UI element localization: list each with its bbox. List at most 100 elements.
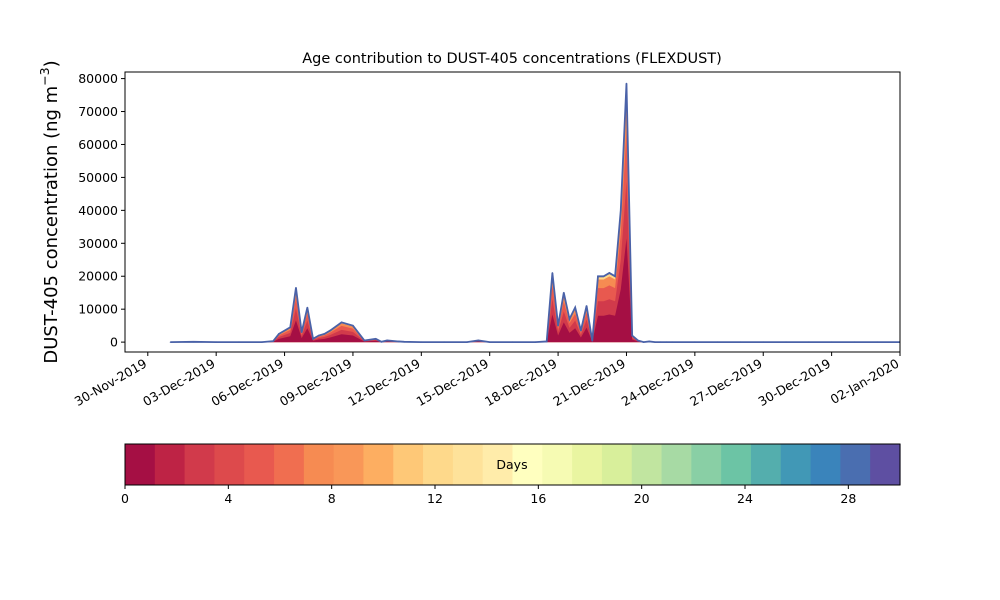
x-tick-label: 02-Jan-2020 — [828, 356, 902, 407]
data-point — [443, 341, 445, 343]
colorbar-segment — [452, 444, 484, 485]
data-point — [671, 341, 673, 343]
colorbar-segment — [542, 444, 573, 485]
data-point — [534, 341, 537, 343]
colorbar-segment — [125, 444, 156, 485]
y-tick-label: 10000 — [78, 302, 118, 317]
colorbar-label: Days — [496, 457, 527, 472]
data-point — [762, 341, 765, 343]
data-point — [568, 318, 571, 320]
data-point — [853, 341, 856, 343]
colorbar-segment — [691, 444, 722, 485]
data-point — [830, 341, 833, 343]
colorbar-tick-label: 16 — [530, 491, 546, 506]
colorbar-segment — [810, 444, 841, 485]
data-point — [694, 341, 696, 343]
age-layer-1 — [170, 87, 900, 343]
plot-frame — [124, 71, 901, 353]
data-point — [278, 333, 280, 335]
total-line — [170, 83, 900, 344]
data-point — [580, 329, 582, 332]
data-point — [574, 306, 576, 309]
data-point — [403, 340, 406, 343]
colorbar-segment — [333, 444, 365, 485]
age-layer-2 — [170, 96, 900, 343]
colorbar-tick-label: 4 — [224, 491, 232, 506]
data-point — [323, 333, 326, 335]
colorbar-segment — [750, 444, 782, 485]
colorbar-segment — [154, 444, 186, 485]
y-axis-label-main: DUST-405 concentration (ng m — [41, 86, 62, 364]
data-point — [557, 324, 559, 327]
colorbar-segment — [870, 444, 901, 485]
data-point — [340, 321, 343, 324]
colorbar-segment — [601, 444, 633, 485]
colorbar-segment — [780, 444, 812, 485]
data-point — [591, 340, 594, 342]
data-point — [215, 341, 217, 343]
data-point — [380, 340, 383, 343]
colorbar-tick-label: 8 — [328, 491, 336, 506]
data-point — [597, 275, 599, 278]
x-tick-label: 30-Nov-2019 — [72, 356, 150, 409]
data-point — [785, 341, 787, 343]
colorbar — [124, 443, 901, 486]
colorbar-frame — [124, 443, 901, 486]
age-layer-0 — [170, 83, 900, 343]
colorbar-tick-label: 20 — [634, 491, 650, 506]
colorbar-tick-label: 28 — [840, 491, 856, 506]
data-point — [306, 306, 309, 309]
data-point — [739, 341, 742, 343]
data-point — [619, 209, 622, 212]
data-point — [466, 341, 468, 343]
data-point — [562, 291, 565, 294]
data-point — [386, 339, 388, 342]
x-tick-label: 03-Dec-2019 — [140, 356, 218, 409]
x-tick-label: 21-Dec-2019 — [550, 356, 628, 409]
colorbar-segment — [512, 444, 543, 485]
data-point — [637, 339, 639, 342]
y-tick-label: 50000 — [78, 170, 118, 185]
area-layers — [169, 82, 900, 344]
colorbar-segment — [214, 444, 245, 485]
y-tick-label: 0 — [110, 335, 118, 350]
data-point — [312, 338, 314, 340]
y-axis-label-exponent: −3 — [37, 67, 52, 85]
y-tick-label: 30000 — [78, 236, 118, 251]
x-tick-label: 09-Dec-2019 — [277, 356, 355, 409]
x-tick-label: 24-Dec-2019 — [619, 356, 697, 409]
x-tick-label: 27-Dec-2019 — [687, 356, 765, 409]
colorbar-segment — [482, 444, 514, 485]
data-point — [665, 341, 668, 343]
data-point — [585, 305, 588, 307]
colorbar-segment — [631, 444, 663, 485]
y-tick-label: 20000 — [78, 269, 118, 284]
chart-title: Age contribution to DUST-405 concentrati… — [302, 51, 722, 67]
data-point — [659, 341, 662, 343]
data-point — [511, 341, 514, 343]
x-tick-label: 30-Dec-2019 — [756, 356, 834, 409]
data-point — [654, 341, 656, 343]
data-point — [602, 275, 605, 278]
colorbar-segment — [244, 444, 275, 485]
colorbar-segment — [840, 444, 871, 485]
plot-area — [124, 71, 901, 353]
data-point — [397, 340, 400, 343]
data-point — [551, 272, 554, 274]
data-point — [420, 341, 423, 343]
y-tick-label: 80000 — [78, 71, 118, 86]
y-axis: 0 10000 20000 30000 40000 50000 60000 70000 8000… — [78, 71, 125, 350]
data-point — [300, 331, 303, 334]
x-tick-label: 12-Dec-2019 — [345, 356, 423, 409]
svg-text:DUST-405 concentration (ng m−3: DUST-405 concentration (ng m−3) — [37, 60, 62, 363]
colorbar-tick-label: 24 — [737, 491, 753, 506]
colorbar-segment — [303, 444, 335, 485]
data-point — [477, 339, 480, 342]
colorbar-segment — [572, 444, 603, 485]
data-point — [545, 340, 548, 343]
x-tick-label: 15-Dec-2019 — [414, 356, 492, 409]
data-point — [648, 340, 651, 343]
y-tick-label: 40000 — [78, 203, 118, 218]
data-point — [238, 341, 240, 343]
